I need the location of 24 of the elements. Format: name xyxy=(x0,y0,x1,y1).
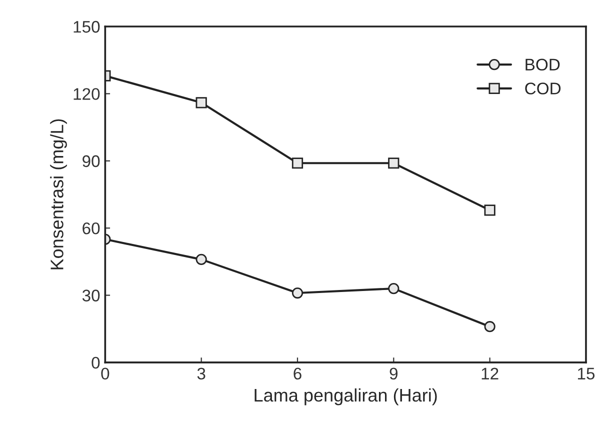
y-tick-label: 60 xyxy=(82,222,100,234)
y-axis-title: Konsentrasi (mg/L) xyxy=(50,119,67,270)
x-tick-label: 15 xyxy=(578,368,595,380)
x-tick-label: 12 xyxy=(482,368,498,380)
y-tick-label: 150 xyxy=(74,20,100,33)
y-tick-label: 0 xyxy=(92,356,100,369)
point xyxy=(196,97,207,108)
y-tick-label: 30 xyxy=(82,290,100,302)
y-tick-label: 120 xyxy=(74,88,100,100)
x-tick-label: 3 xyxy=(197,368,206,380)
x-tick-label: 9 xyxy=(390,368,398,380)
point xyxy=(484,321,496,332)
legend-label: COD xyxy=(525,82,561,94)
legend-label: BOD xyxy=(526,58,560,71)
x-axis-title: Lama pengaliran (Hari) xyxy=(254,388,437,406)
x-tick-label: 6 xyxy=(294,368,302,380)
y-tick-label: 90 xyxy=(82,155,100,168)
point xyxy=(292,158,304,169)
point xyxy=(292,287,304,299)
point xyxy=(388,158,400,169)
point xyxy=(388,282,400,294)
point xyxy=(196,254,207,265)
x-tick-label: 0 xyxy=(101,368,110,380)
point xyxy=(484,204,496,216)
